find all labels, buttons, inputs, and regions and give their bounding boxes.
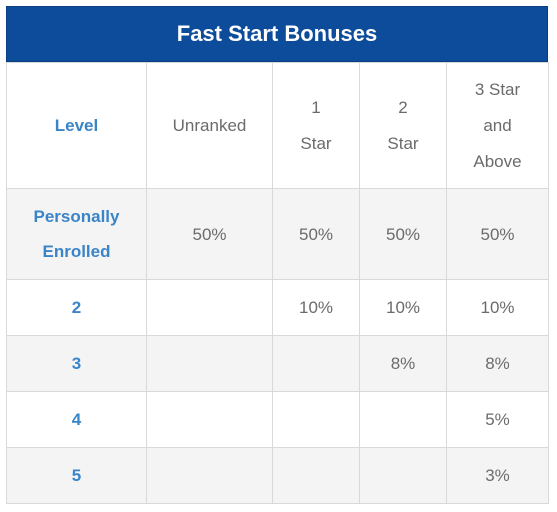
header-1-star: 1 Star	[272, 62, 360, 189]
one-star-cell: 50%	[272, 188, 360, 280]
unranked-cell: 50%	[146, 188, 273, 280]
three-star-cell: 5%	[446, 391, 549, 448]
table-row: Personally Enrolled 50% 50% 50% 50%	[6, 188, 549, 280]
table-header-row: Level Unranked 1 Star 2 Star 3 Star and …	[6, 62, 549, 189]
header-1-star-line2: Star	[300, 133, 332, 153]
level-cell: 5	[6, 447, 147, 504]
unranked-cell	[146, 335, 273, 392]
header-3-star-line3: Above	[473, 151, 522, 171]
header-1-star-line1: 1	[311, 97, 321, 117]
level-label-line2: Enrolled	[42, 242, 111, 261]
header-level: Level	[6, 62, 147, 189]
header-3-star-line2: and	[483, 115, 512, 135]
unranked-cell	[146, 279, 273, 336]
one-star-cell	[272, 335, 360, 392]
level-label-line1: Personally	[33, 207, 120, 226]
header-2-star-line2: Star	[387, 133, 419, 153]
three-star-cell: 8%	[446, 335, 549, 392]
table-title: Fast Start Bonuses	[6, 6, 548, 62]
two-star-cell: 8%	[359, 335, 447, 392]
header-3-star-line1: 3 Star	[474, 79, 521, 99]
two-star-cell	[359, 391, 447, 448]
table-row: 4 5%	[6, 391, 549, 448]
three-star-cell: 10%	[446, 279, 549, 336]
bonus-table: Level Unranked 1 Star 2 Star 3 Star and …	[6, 62, 549, 504]
one-star-cell	[272, 391, 360, 448]
two-star-cell	[359, 447, 447, 504]
table-row: 2 10% 10% 10%	[6, 279, 549, 336]
header-unranked: Unranked	[146, 62, 273, 189]
one-star-cell: 10%	[272, 279, 360, 336]
unranked-cell	[146, 391, 273, 448]
unranked-cell	[146, 447, 273, 504]
header-3-star-and-above: 3 Star and Above	[446, 62, 549, 189]
table-row: 3 8% 8%	[6, 335, 549, 392]
level-cell: Personally Enrolled	[6, 188, 147, 280]
fast-start-bonuses-panel: Fast Start Bonuses Level Unranked 1 Star…	[6, 6, 549, 504]
level-cell: 4	[6, 391, 147, 448]
three-star-cell: 3%	[446, 447, 549, 504]
two-star-cell: 50%	[359, 188, 447, 280]
header-2-star: 2 Star	[359, 62, 447, 189]
three-star-cell: 50%	[446, 188, 549, 280]
one-star-cell	[272, 447, 360, 504]
level-cell: 3	[6, 335, 147, 392]
header-2-star-line1: 2	[398, 97, 408, 117]
table-row: 5 3%	[6, 447, 549, 504]
level-cell: 2	[6, 279, 147, 336]
two-star-cell: 10%	[359, 279, 447, 336]
